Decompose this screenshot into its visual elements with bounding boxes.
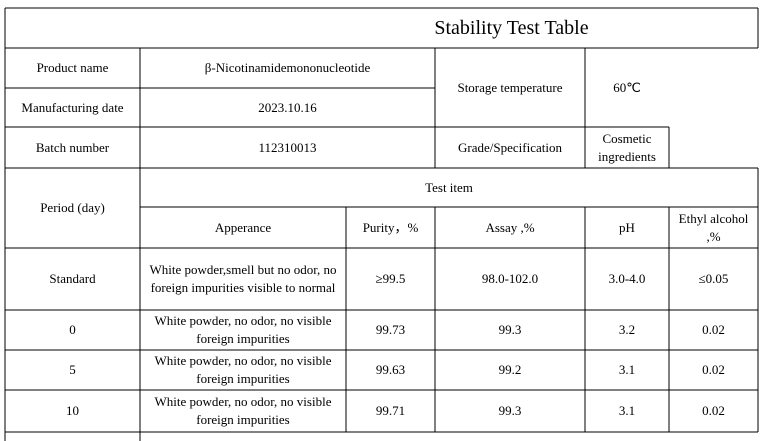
table-cell: Standard	[49, 271, 96, 286]
column-header: Purity，%	[362, 219, 419, 235]
column-header: Ethyl alcohol ,%	[678, 210, 749, 244]
table-cell: 0.02	[702, 403, 725, 418]
table-cell: 99.71	[375, 403, 406, 418]
info-label: Grade/Specification	[458, 139, 562, 155]
info-value: Cosmetic ingredients	[598, 130, 656, 164]
table-cell: 99.63	[375, 362, 406, 377]
info-value: β-Nicotinamidemononucleotide	[204, 60, 371, 75]
table-cell: White powder, no odor, no visible foreig…	[154, 313, 332, 346]
table-cell: 98.0-102.0	[481, 271, 539, 286]
column-header: Test item	[425, 179, 473, 195]
table-cell: 99.73	[375, 322, 406, 337]
column-header: Period (day)	[40, 200, 105, 215]
table-cell: White powder, no odor, no visible foreig…	[154, 394, 332, 427]
table-cell: 99.3	[498, 322, 522, 337]
table-cell: 0.02	[702, 322, 725, 337]
info-value: 112310013	[258, 139, 317, 155]
table-cell: 3.1	[618, 362, 636, 377]
table-cell: White powder, no odor, no visible foreig…	[154, 353, 332, 386]
table-cell: 5	[69, 362, 76, 377]
info-label: Manufacturing date	[21, 99, 124, 115]
info-label: Product name	[36, 60, 109, 75]
table-cell: 3.2	[618, 322, 636, 337]
table-cell: 99.2	[498, 362, 522, 377]
table-cell: 0.02	[702, 362, 725, 377]
table-cell: 0	[69, 322, 76, 337]
table-cell: 3.0-4.0	[608, 271, 646, 286]
table-cell: White powder,smell but no odor, no forei…	[149, 262, 337, 295]
info-label: Batch number	[35, 139, 110, 155]
table-title: Stability Test Table	[434, 17, 589, 39]
column-header: Apperance	[214, 219, 272, 235]
column-header: pH	[619, 219, 635, 235]
table-cell: 10	[66, 403, 79, 418]
table-cell: ≤0.05	[698, 271, 729, 286]
table-cell: 99.3	[498, 403, 522, 418]
info-label: Storage temperature	[457, 79, 563, 95]
column-header: Assay ,%	[485, 219, 535, 235]
info-value: 2023.10.16	[258, 99, 317, 115]
info-value: 60℃	[613, 79, 641, 95]
table-cell: 3.1	[618, 403, 636, 418]
table-cell: ≥99.5	[375, 271, 406, 286]
